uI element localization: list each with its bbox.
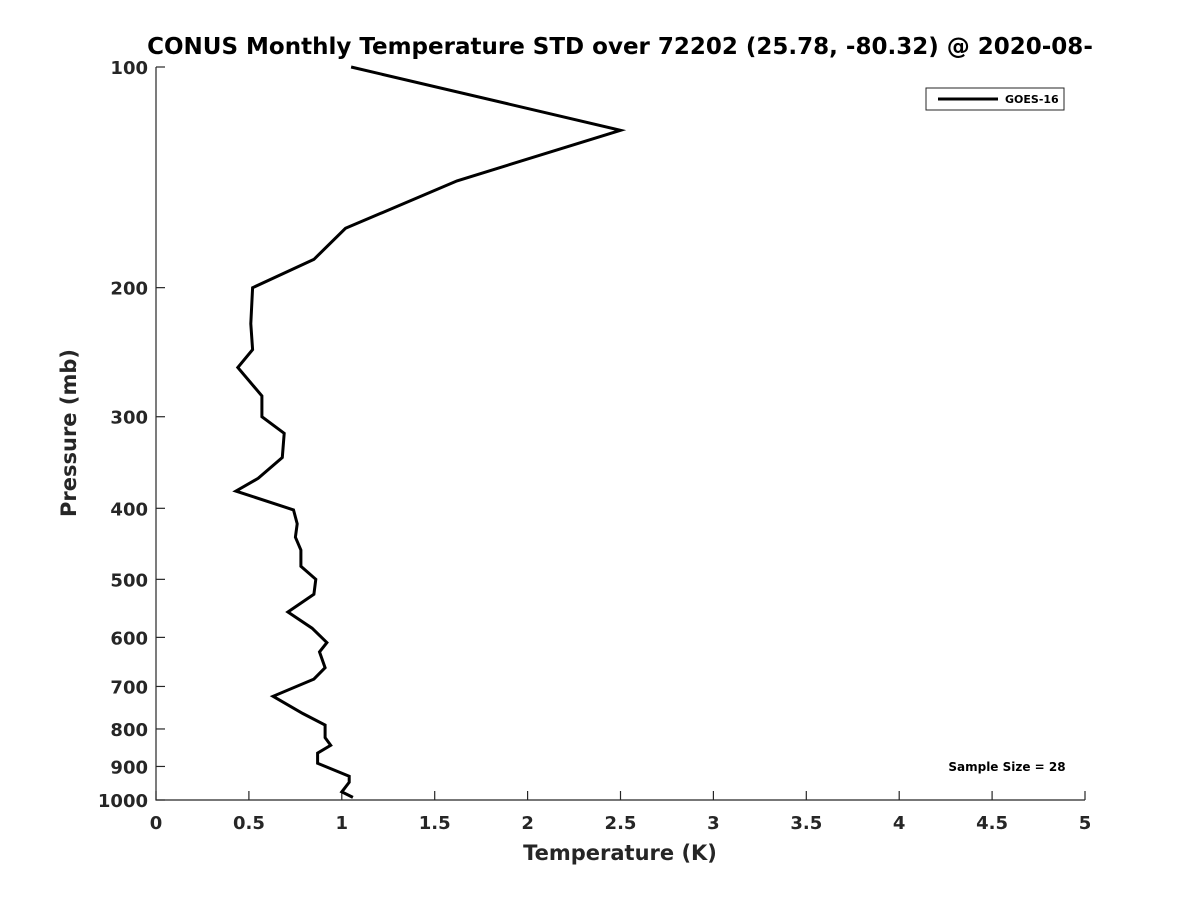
y-tick-label: 600 — [110, 628, 148, 649]
x-tick-label: 3 — [707, 813, 720, 834]
x-tick-label: 1 — [336, 813, 349, 834]
x-tick-label: 0 — [150, 813, 163, 834]
y-tick-label: 300 — [110, 408, 148, 429]
y-tick-label: 900 — [110, 757, 148, 778]
x-axis-label: Temperature (K) — [523, 841, 717, 865]
y-tick-label: 200 — [110, 279, 148, 300]
y-tick-label: 500 — [110, 570, 148, 591]
x-tick-label: 5 — [1079, 813, 1092, 834]
sample-size-annotation: Sample Size = 28 — [948, 760, 1065, 774]
x-tick-label: 1.5 — [419, 813, 451, 834]
x-tick-label: 3.5 — [790, 813, 822, 834]
x-tick-label: 4.5 — [976, 813, 1008, 834]
y-tick-label: 800 — [110, 720, 148, 741]
x-tick-label: 2 — [521, 813, 534, 834]
x-tick-label: 2.5 — [605, 813, 637, 834]
y-axis: 100 200 300 400 500 600 700 800 900 1000 — [98, 58, 165, 812]
chart-title: CONUS Monthly Temperature STD over 72202… — [147, 34, 1093, 60]
x-axis: 0 0.5 1 1.5 2 2.5 3 3.5 4 4.5 5 — [150, 791, 1092, 834]
x-tick-label: 0.5 — [233, 813, 265, 834]
x-tick-label: 4 — [893, 813, 906, 834]
y-tick-label: 700 — [110, 677, 148, 698]
plot-area: 0 0.5 1 1.5 2 2.5 3 3.5 4 4.5 5 100 200 300 400 500 600… — [98, 58, 1091, 834]
y-tick-label: 1000 — [98, 791, 148, 812]
y-axis-label: Pressure (mb) — [57, 349, 81, 517]
legend-entry-goes-16: GOES-16 — [1005, 93, 1059, 106]
legend: GOES-16 — [925, 87, 1065, 111]
series-line-goes-16 — [232, 65, 627, 799]
axis-frame — [155, 67, 1085, 801]
y-tick-label: 400 — [110, 499, 148, 520]
y-tick-label: 100 — [110, 58, 148, 79]
series-layer — [232, 65, 627, 799]
